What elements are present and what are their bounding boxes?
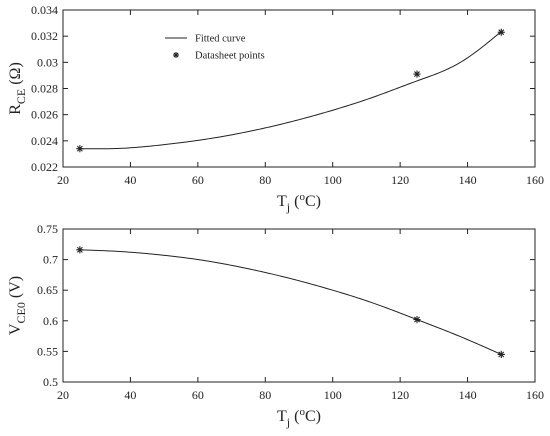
- fitted-curve-line: [79, 249, 502, 355]
- x-tick-label: 100: [324, 173, 342, 187]
- x-tick-label: 20: [57, 388, 69, 402]
- y-tick-label: 0.6: [43, 314, 58, 328]
- datasheet-point-marker: [413, 70, 421, 78]
- x-tick-label: 60: [192, 173, 204, 187]
- plot-frame: [62, 9, 536, 168]
- y-tick-label: 0.75: [37, 222, 58, 236]
- y-axis-label: VCE0 (V): [7, 276, 28, 335]
- datasheet-point-marker: [76, 246, 84, 254]
- x-tick-label: 120: [391, 388, 409, 402]
- y-tick-label: 0.028: [31, 82, 58, 96]
- x-tick-label: 100: [324, 388, 342, 402]
- x-axis-label: Tj (oC): [277, 406, 321, 429]
- chart-panel-2: 20 40 60 80 100 120 140 160 0.5 0.55 0.6 0.65 0.7 0.7…: [7, 222, 544, 429]
- datasheet-point-marker: [76, 145, 84, 153]
- y-tick-label: 0.03: [37, 55, 58, 69]
- x-tick-label: 40: [124, 173, 136, 187]
- y-tick-label: 0.65: [37, 283, 58, 297]
- x-tick-label: 20: [57, 173, 69, 187]
- x-tick-label: 120: [391, 173, 409, 187]
- x-tick-label: 80: [259, 173, 271, 187]
- y-axis-label: RCE (Ω): [7, 62, 28, 115]
- y-tick-label: 0.022: [31, 160, 58, 174]
- datasheet-point-marker: [497, 28, 505, 36]
- datasheet-point-marker: [413, 315, 421, 324]
- x-tick-label: 160: [526, 388, 544, 402]
- datasheet-point-marker: [497, 350, 505, 359]
- x-tick-label: 60: [192, 388, 204, 402]
- x-axis-label: Tj (oC): [277, 191, 321, 214]
- y-tick-label: 0.7: [43, 253, 58, 267]
- x-tick-label: 140: [459, 388, 477, 402]
- legend: Fitted curve Datasheet points: [165, 34, 265, 62]
- y-tick-label: 0.55: [37, 344, 58, 358]
- x-tick-label: 80: [259, 388, 271, 402]
- y-tick-label: 0.032: [31, 29, 58, 43]
- y-tick-label: 0.034: [31, 3, 58, 17]
- legend-marker-swatch: [173, 52, 179, 58]
- y-tick-label: 0.026: [31, 108, 58, 122]
- plot-frame: [62, 228, 536, 383]
- y-tick-label: 0.024: [31, 134, 58, 148]
- fitted-curve-line: [79, 31, 502, 150]
- chart-panel-1: 20 40 60 80 100 120 140 160 0.022 0.024 0.026 0.028…: [7, 3, 544, 214]
- x-tick-label: 40: [124, 388, 136, 402]
- legend-label: Fitted curve: [195, 34, 246, 45]
- x-tick-label: 140: [459, 173, 477, 187]
- y-tick-label: 0.5: [43, 375, 58, 389]
- x-tick-label: 160: [526, 173, 544, 187]
- legend-label: Datasheet points: [195, 51, 265, 62]
